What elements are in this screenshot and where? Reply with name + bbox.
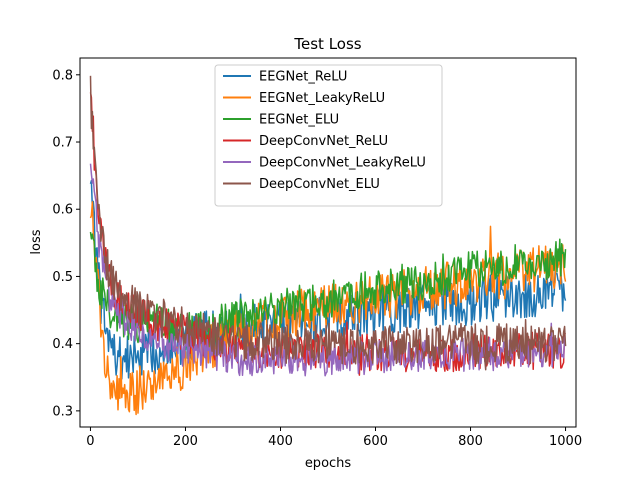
y-tick-label: 0.7 (52, 136, 73, 151)
x-tick-label: 800 (458, 434, 483, 449)
x-tick-label: 0 (86, 434, 94, 449)
x-tick-label: 600 (363, 434, 388, 449)
x-axis-label: epochs (305, 456, 352, 471)
y-axis-label: loss (29, 229, 44, 254)
legend-label: DeepConvNet_ReLU (259, 134, 388, 149)
plot-area (89, 75, 567, 416)
y-axis: 0.3 0.4 0.5 0.6 0.7 0.8 (52, 68, 80, 419)
legend-label: EEGNet_LeakyReLU (259, 91, 385, 106)
legend-label: EEGNet_ReLU (259, 70, 347, 85)
y-tick-label: 0.5 (52, 270, 73, 285)
y-tick-label: 0.3 (52, 404, 73, 419)
y-tick-label: 0.8 (52, 68, 73, 83)
x-tick-label: 1000 (549, 434, 582, 449)
x-tick-label: 400 (268, 434, 293, 449)
x-axis: 0 200 400 600 800 1000 (86, 427, 582, 449)
series-line-eegnet-leakyrelu (89, 201, 567, 416)
legend-label: DeepConvNet_ELU (259, 177, 380, 192)
legend: EEGNet_ReLU EEGNet_LeakyReLU EEGNet_ELU Dee… (214, 64, 443, 207)
x-tick-label: 200 (173, 434, 198, 449)
legend-box (214, 64, 443, 207)
chart-title: Test Loss (293, 35, 361, 53)
legend-label: DeepConvNet_LeakyReLU (259, 156, 426, 171)
series-line-eegnet-elu (89, 231, 567, 351)
y-tick-label: 0.4 (52, 337, 73, 352)
y-tick-label: 0.6 (52, 203, 73, 218)
series-line-deepconvnet-elu (89, 75, 567, 371)
axes-frame (79, 57, 577, 428)
legend-label: EEGNet_ELU (259, 113, 339, 128)
